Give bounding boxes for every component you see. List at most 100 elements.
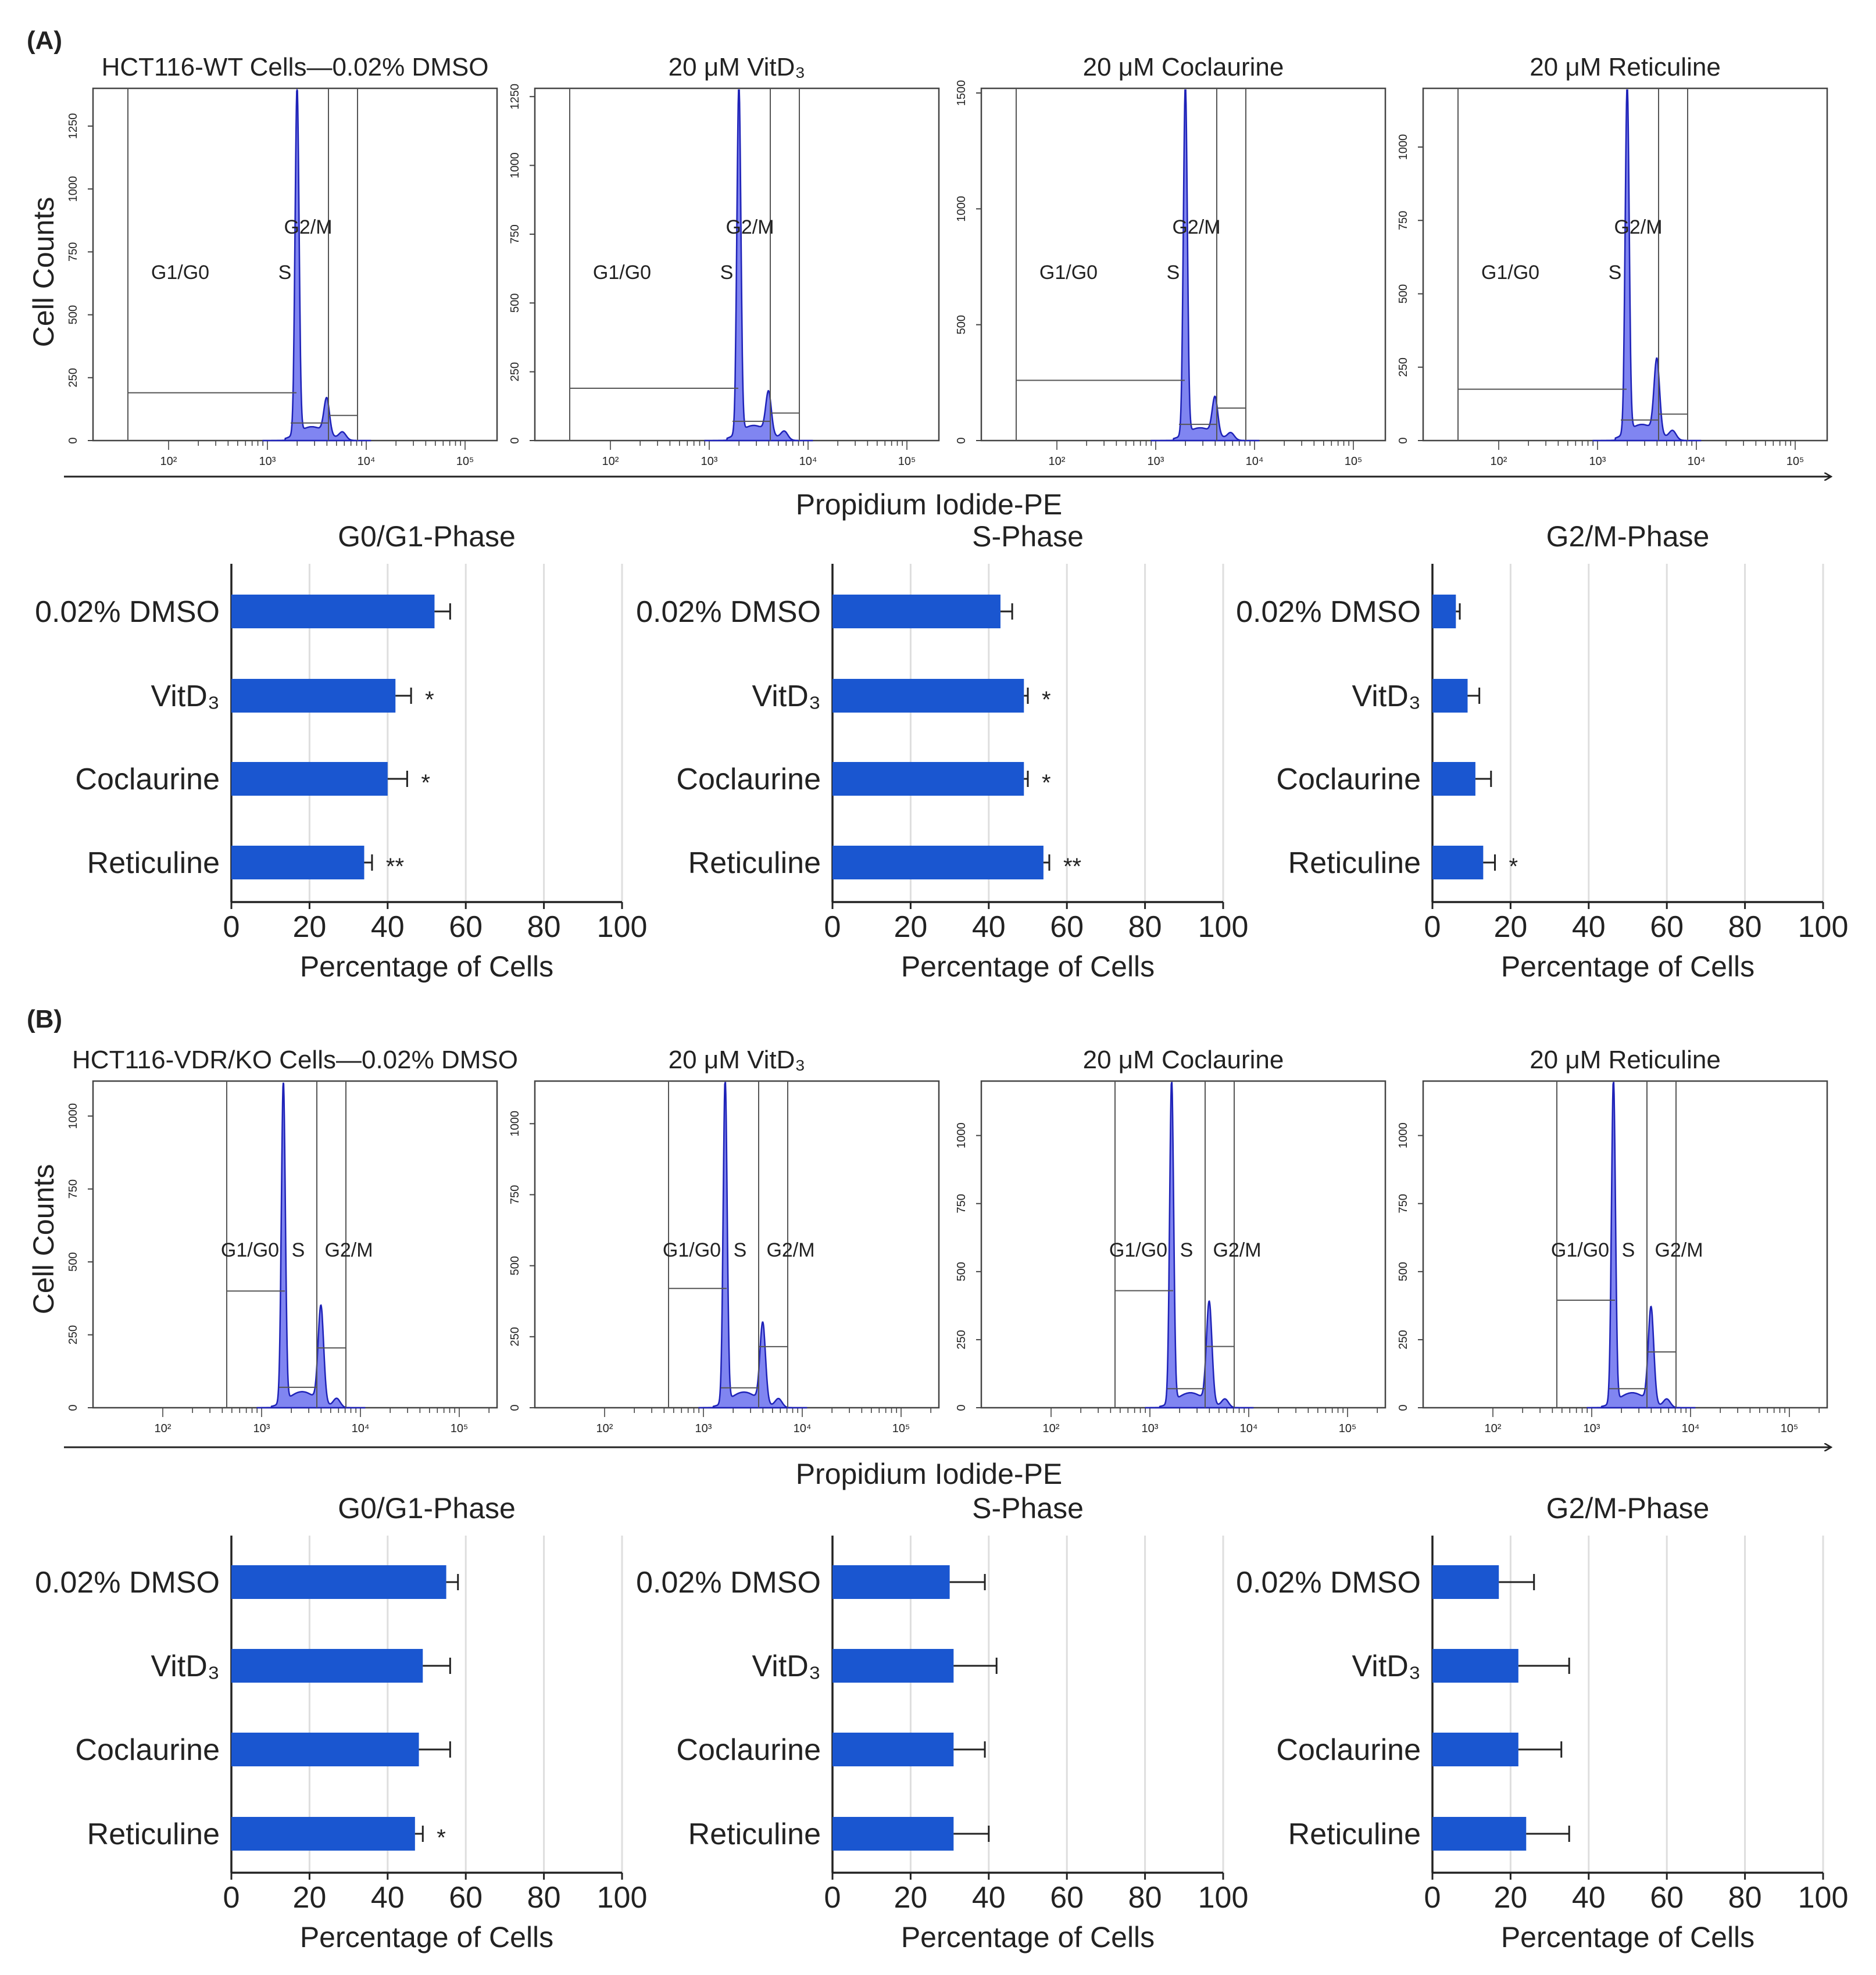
x-tick-label: 10⁴ xyxy=(799,455,817,468)
significance-marker: * xyxy=(421,770,430,796)
bar xyxy=(832,595,1000,628)
gate-label-g1: G1/G0 xyxy=(221,1239,279,1261)
category-label: VitD₃ xyxy=(1352,1650,1421,1683)
x-tick-label: 10⁴ xyxy=(1246,455,1264,468)
y-tick-label: 0 xyxy=(955,437,968,443)
x-axis-label-a: Propidium Iodide-PE xyxy=(796,488,1063,521)
category-label: 0.02% DMSO xyxy=(636,1566,821,1600)
x-tick-label: 100 xyxy=(597,1881,648,1915)
gate-label-g1: G1/G0 xyxy=(1039,262,1098,284)
x-tick-label: 100 xyxy=(597,910,648,944)
gate-label-s: S xyxy=(720,262,734,284)
bar xyxy=(832,1565,950,1599)
gate-label-g1: G1/G0 xyxy=(1481,262,1539,284)
x-tick-label: 20 xyxy=(1493,1881,1527,1915)
category-label: 0.02% DMSO xyxy=(636,595,821,629)
significance-marker: * xyxy=(1509,854,1518,879)
x-tick-label: 0 xyxy=(1424,1881,1441,1915)
bar-chart-title: G2/M-Phase xyxy=(1546,1492,1710,1525)
category-label: 0.02% DMSO xyxy=(1236,1566,1421,1600)
panel-b: (B) Propidium Iodide-PE Cell Counts HCT1… xyxy=(27,1005,1848,1953)
category-label: 0.02% DMSO xyxy=(35,1566,220,1600)
gate-label-s: S xyxy=(1609,262,1622,284)
x-tick-label: 10³ xyxy=(1584,1422,1600,1435)
category-label: Reticuline xyxy=(688,1817,821,1851)
y-tick-label: 500 xyxy=(955,1262,968,1281)
gate-label-g1: G1/G0 xyxy=(1109,1239,1167,1261)
bar xyxy=(231,846,365,879)
bar xyxy=(1432,1733,1518,1766)
y-tick-label: 0 xyxy=(955,1404,968,1411)
y-tick-label: 1000 xyxy=(955,1122,968,1148)
x-tick-label: 0 xyxy=(824,910,841,944)
x-tick-label: 100 xyxy=(1198,1881,1249,1915)
x-tick-label: 0 xyxy=(223,1881,240,1915)
y-tick-label: 250 xyxy=(509,362,521,381)
x-tick-label: 60 xyxy=(449,1881,483,1915)
x-tick-label: 10⁵ xyxy=(1781,1422,1799,1435)
bar xyxy=(231,1565,446,1599)
x-tick-label: 10⁵ xyxy=(898,455,916,468)
histogram-title: 20 μM VitD₃ xyxy=(669,1046,806,1074)
bar-chart-title: G0/G1-Phase xyxy=(338,1492,516,1525)
y-tick-label: 750 xyxy=(67,1179,80,1198)
x-tick-label: 100 xyxy=(1798,1881,1849,1915)
x-tick-label: 40 xyxy=(371,1881,405,1915)
x-axis-title: Percentage of Cells xyxy=(1501,950,1754,983)
gate-label-s: S xyxy=(1622,1239,1635,1261)
y-tick-label: 250 xyxy=(1397,1330,1410,1349)
histogram-curve xyxy=(704,89,813,442)
x-tick-label: 10³ xyxy=(1589,455,1606,468)
x-tick-label: 10⁵ xyxy=(451,1422,469,1435)
category-label: Reticuline xyxy=(1288,1817,1421,1851)
y-tick-label: 1000 xyxy=(1397,134,1410,160)
bar xyxy=(832,762,1024,796)
x-tick-label: 40 xyxy=(1572,1881,1606,1915)
y-tick-label: 0 xyxy=(67,437,80,443)
x-tick-label: 10³ xyxy=(1142,1422,1159,1435)
x-tick-label: 10² xyxy=(155,1422,171,1435)
bar xyxy=(1432,1565,1499,1599)
y-tick-label: 1500 xyxy=(955,80,968,106)
bar xyxy=(832,1649,954,1683)
x-tick-label: 60 xyxy=(1050,910,1084,944)
x-tick-label: 10⁵ xyxy=(1345,455,1363,468)
x-tick-label: 80 xyxy=(1128,910,1162,944)
x-tick-label: 10² xyxy=(602,455,619,468)
y-axis-label-a: Cell Counts xyxy=(27,197,60,347)
gate-label-g2: G2/M xyxy=(1213,1239,1261,1261)
bar-chart-title: G0/G1-Phase xyxy=(338,520,516,553)
bar xyxy=(1432,679,1468,713)
bar xyxy=(832,1817,954,1851)
category-label: Coclaurine xyxy=(676,1733,821,1767)
bar xyxy=(832,679,1024,713)
y-tick-label: 500 xyxy=(955,315,968,334)
x-tick-label: 80 xyxy=(1128,1881,1162,1915)
x-tick-label: 60 xyxy=(1650,910,1684,944)
y-tick-label: 250 xyxy=(1397,357,1410,377)
gate-label-s: S xyxy=(278,262,292,284)
category-label: Coclaurine xyxy=(676,763,821,796)
y-tick-label: 0 xyxy=(1397,1404,1410,1411)
category-label: Reticuline xyxy=(1288,846,1421,880)
y-tick-label: 500 xyxy=(67,305,80,324)
category-label: Coclaurine xyxy=(75,1733,220,1767)
histogram-curve xyxy=(1150,89,1260,442)
bar xyxy=(832,1733,954,1766)
x-tick-label: 60 xyxy=(449,910,483,944)
x-axis-title: Percentage of Cells xyxy=(901,1921,1155,1953)
panel-label-b: (B) xyxy=(27,1005,62,1033)
bar-chart-title: G2/M-Phase xyxy=(1546,520,1710,553)
gate-label-g2: G2/M xyxy=(726,216,774,238)
x-tick-label: 10⁵ xyxy=(456,455,474,468)
bar xyxy=(1432,595,1456,628)
category-label: VitD₃ xyxy=(752,679,821,713)
category-label: Coclaurine xyxy=(75,763,220,796)
gate-label-g2: G2/M xyxy=(1655,1239,1703,1261)
y-tick-label: 1000 xyxy=(67,176,80,202)
y-tick-label: 250 xyxy=(955,1330,968,1349)
histogram-curve xyxy=(1145,1082,1254,1409)
x-tick-label: 80 xyxy=(1728,910,1762,944)
significance-marker: * xyxy=(1042,687,1051,713)
x-tick-label: 0 xyxy=(1424,910,1441,944)
